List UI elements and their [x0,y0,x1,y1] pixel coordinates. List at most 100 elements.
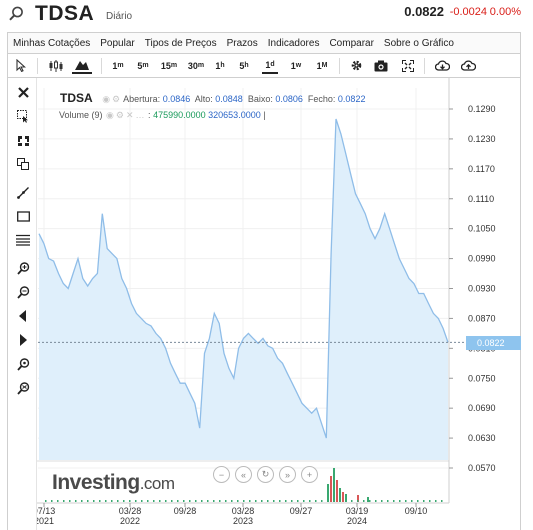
volume-bar [57,500,59,502]
reset-zoom-icon[interactable] [14,380,32,396]
legend-open-label: Abertura: [123,94,161,104]
zoom-out-icon[interactable] [14,284,32,300]
volume-bar [219,500,221,502]
trend-line-icon[interactable] [14,184,32,200]
menu-indicators[interactable]: Indicadores [267,37,320,49]
select-drawing-icon[interactable] [14,108,32,124]
close-icon[interactable] [14,84,32,100]
volume-bar [261,500,263,502]
legend-high: 0.0848 [215,94,243,104]
price-area-fill [39,119,448,460]
menu-about-chart[interactable]: Sobre o Gráfico [383,37,454,49]
price-change: -0.0024 [449,6,487,18]
y-tick-label: 0.0870 [468,313,496,323]
y-tick-label: 0.1050 [468,224,496,234]
y-tick-label: 0.1170 [468,164,495,174]
arrow-right-icon[interactable] [14,332,32,348]
volume-bar [153,500,155,502]
volume-bar [363,500,365,502]
volume-bar [273,500,275,502]
volume-bar [189,500,191,502]
volume-bar [345,494,347,502]
menu-popular[interactable]: Popular [100,37,135,49]
reset-circle-icon[interactable]: ↻ [257,466,274,483]
volume-bar [393,500,395,502]
volume-bar [177,500,179,502]
volume-settings-icon[interactable]: ⚙ [115,110,124,120]
arrow-left-icon[interactable] [14,308,32,324]
volume-bar [357,495,359,502]
magnet-icon[interactable] [14,132,32,148]
x-tick-year-label: 2022 [120,516,140,526]
volume-bar [141,500,143,502]
logo-suffix: .com [139,474,175,493]
volume-bar [309,500,311,502]
volume-bar [123,500,125,502]
menu-my-quotes[interactable]: Minhas Cotações [13,37,91,49]
volume-bar [423,500,425,502]
volume-bar [267,500,269,502]
chart-zoom-controls: − « ↻ » + [213,466,318,483]
legend-symbol: TDSA [60,91,93,105]
volume-bar [147,500,149,502]
scroll-right-circle-icon[interactable]: » [279,466,296,483]
volume-bar [327,500,329,502]
rectangle-icon[interactable] [14,208,32,224]
volume-bar [342,492,344,502]
volume-bar [183,500,185,502]
volume-close-icon[interactable]: ✕ [125,110,134,120]
menu-compare[interactable]: Comparar [329,37,374,49]
zoom-in-circle-icon[interactable]: + [301,466,318,483]
chart-menu-bar: Minhas Cotações Popular Tipos de Preços … [7,32,521,54]
camera-icon[interactable] [373,57,389,74]
settings-icon[interactable]: ⚙ [112,94,121,104]
eye-icon[interactable]: ◉ [102,94,111,104]
volume-menu-icon[interactable]: … [135,110,145,120]
period-label: Diário [106,11,133,22]
volume-bar [327,484,329,502]
legend-low-label: Baixo: [247,94,273,104]
y-tick-label: 0.1290 [468,104,496,114]
volume-bar [441,500,443,502]
volume-bar [279,500,281,502]
timeframe-15m[interactable]: 15 m [160,60,178,71]
search-icon[interactable] [7,5,25,23]
menu-price-types[interactable]: Tipos de Preços [144,37,217,49]
price-series-line [38,118,449,439]
x-tick-year-label: 2024 [347,516,367,526]
zoom-out-circle-icon[interactable]: − [213,466,230,483]
settings-gear-icon[interactable] [348,57,364,74]
menu-timeframes[interactable]: Prazos [226,37,258,49]
volume-bar [201,500,203,502]
volume-eye-icon[interactable]: ◉ [106,110,114,120]
legend-close: 0.0822 [337,94,366,104]
zoom-in-icon[interactable] [14,260,32,276]
fibonacci-icon[interactable] [14,232,32,248]
volume-bar [291,500,293,502]
candlestick-chart-icon[interactable] [47,57,65,74]
zoom-fit-icon[interactable] [14,356,32,372]
cloud-upload-icon[interactable] [460,57,476,74]
cloud-download-icon[interactable] [434,57,450,74]
timeframe-30m[interactable]: 30 m [187,60,205,71]
volume-bar [339,500,341,502]
cursor-icon[interactable] [14,57,28,74]
price-chart[interactable]: 07/13202103/28202209/2803/28202309/2703/… [33,78,521,530]
clone-icon[interactable] [14,156,32,172]
volume-label: Volume (9) [59,110,103,120]
volume-bar [285,500,287,502]
x-tick-label: 09/28 [174,506,197,516]
scroll-left-circle-icon[interactable]: « [235,466,252,483]
area-chart-icon[interactable] [72,57,92,74]
y-tick-label: 0.1110 [468,194,494,204]
symbol-title: TDSA [35,2,95,25]
fullscreen-icon[interactable] [400,57,416,74]
volume-bar [111,500,113,502]
